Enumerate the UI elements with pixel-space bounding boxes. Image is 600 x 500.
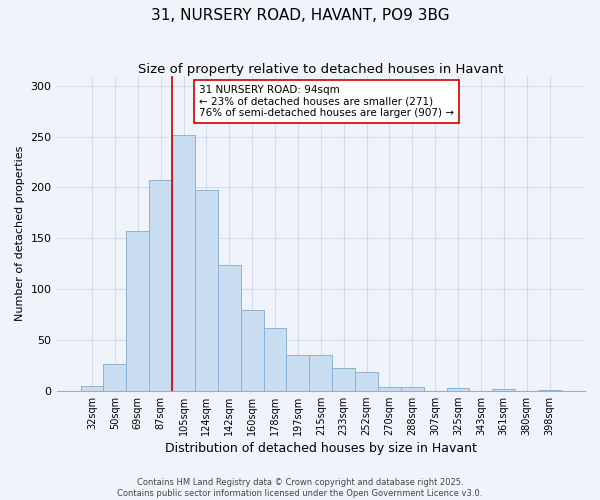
Text: Contains HM Land Registry data © Crown copyright and database right 2025.
Contai: Contains HM Land Registry data © Crown c… bbox=[118, 478, 482, 498]
Bar bbox=[446, 388, 469, 390]
X-axis label: Distribution of detached houses by size in Havant: Distribution of detached houses by size … bbox=[165, 442, 477, 455]
Bar bbox=[80, 386, 103, 390]
Bar bbox=[127, 231, 149, 390]
Bar bbox=[493, 388, 515, 390]
Bar bbox=[172, 136, 195, 390]
Bar bbox=[263, 328, 286, 390]
Bar bbox=[401, 386, 424, 390]
Title: Size of property relative to detached houses in Havant: Size of property relative to detached ho… bbox=[138, 62, 503, 76]
Bar bbox=[310, 355, 332, 390]
Bar bbox=[286, 355, 310, 390]
Text: 31 NURSERY ROAD: 94sqm
← 23% of detached houses are smaller (271)
76% of semi-de: 31 NURSERY ROAD: 94sqm ← 23% of detached… bbox=[199, 85, 454, 118]
Text: 31, NURSERY ROAD, HAVANT, PO9 3BG: 31, NURSERY ROAD, HAVANT, PO9 3BG bbox=[151, 8, 449, 22]
Bar bbox=[332, 368, 355, 390]
Y-axis label: Number of detached properties: Number of detached properties bbox=[15, 146, 25, 321]
Bar bbox=[241, 310, 263, 390]
Bar bbox=[149, 180, 172, 390]
Bar bbox=[378, 386, 401, 390]
Bar bbox=[103, 364, 127, 390]
Bar bbox=[195, 190, 218, 390]
Bar bbox=[355, 372, 378, 390]
Bar bbox=[218, 264, 241, 390]
